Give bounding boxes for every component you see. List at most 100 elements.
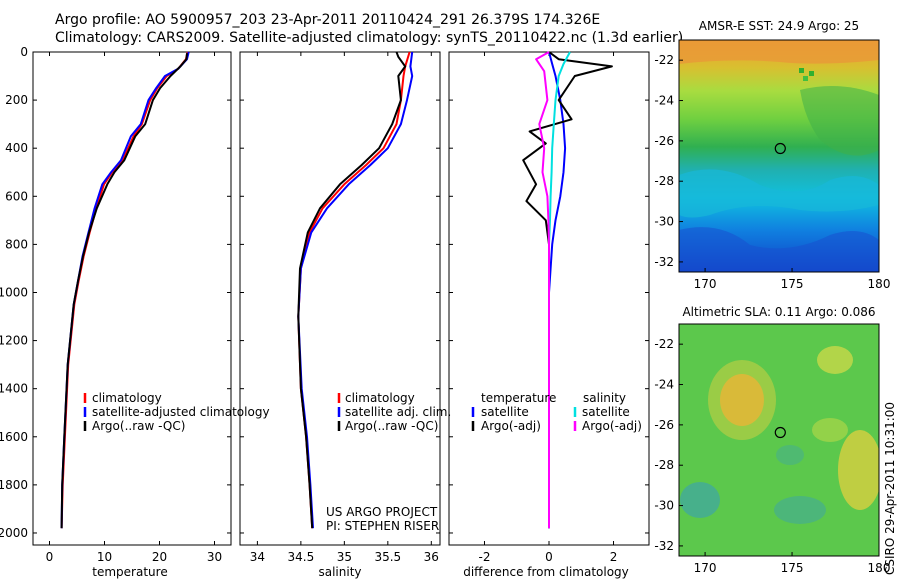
y-tick-label: 200 (5, 93, 28, 107)
temperature-series (60, 51, 190, 529)
lon-tick-label: 180 (868, 277, 891, 291)
x-tick-label: 36 (424, 550, 439, 564)
sla-high-halo (708, 360, 776, 440)
series-temperature-argo-adj (522, 51, 613, 529)
sla-low-patch (776, 445, 804, 465)
salinity-profile-panel: 34 34.5 35 35.5 36 salinity climatology sate… (239, 51, 451, 579)
lon-tick-label: 170 (694, 561, 717, 575)
legend-temperature-heading: temperature (481, 391, 556, 405)
series-climatology (60, 51, 189, 529)
legend-temp-satellite: satellite (481, 405, 529, 419)
lon-tick-label: 175 (781, 277, 804, 291)
x-tick-label: -2 (478, 550, 490, 564)
credit-project: US ARGO PROJECT (326, 505, 438, 519)
temperature-profile-panel: 0 200 400 600 800 1000 1200 1400 1600 1800 2000 0 10… (0, 45, 270, 579)
legend-salinity-heading: salinity (583, 391, 626, 405)
credit-pi: PI: STEPHEN RISER (326, 519, 439, 533)
difference-ticks: -2 0 2 (449, 51, 649, 564)
y-tick-label: 1800 (0, 478, 28, 492)
sst-map-frame (678, 39, 880, 273)
y-tick-label: 1000 (0, 285, 28, 299)
sst-warm-patch (679, 40, 879, 64)
sst-green-patch (800, 86, 879, 156)
legend-climatology: climatology (345, 391, 415, 405)
lat-tick-label: -30 (654, 215, 674, 229)
lat-tick-label: -22 (654, 53, 674, 67)
sla-heatmap (679, 324, 879, 556)
sla-rise-patch (812, 418, 848, 442)
lat-tick-label: -28 (654, 174, 674, 188)
sst-cool-patch (679, 227, 879, 272)
sst-cyan-band (679, 169, 879, 218)
legend-argo: Argo(..raw -QC) (92, 419, 185, 433)
legend-satellite-adj: satellite adj. clim. (345, 405, 451, 419)
sla-map-panel: Altimetric SLA: 0.11 Argo: 0.086 -22-24-… (654, 305, 890, 575)
lat-tick-label: -26 (654, 418, 674, 432)
lat-tick-label: -24 (654, 378, 674, 392)
salinity-axes-frame (239, 51, 441, 546)
sla-map-title: Altimetric SLA: 0.11 Argo: 0.086 (682, 305, 875, 319)
legend-argo: Argo(..raw -QC) (345, 419, 438, 433)
csiro-timestamp: CSIRO 29-Apr-2011 10:31:00 (883, 402, 897, 575)
series-salinity-argo-adj (535, 51, 550, 529)
sst-pixel (799, 68, 804, 73)
argo-location-marker (774, 426, 786, 439)
y-tick-label: 0 (20, 45, 28, 59)
sla-rise-patch (817, 346, 853, 374)
sst-heatmap (679, 40, 879, 272)
legend-satellite-adjusted: satellite-adjusted climatology (92, 405, 270, 419)
y-tick-label: 1200 (0, 334, 28, 348)
lat-tick-label: -26 (654, 134, 674, 148)
sla-map-ticks: -22 -24 -26 -28 -30 -32 170 175 180 (654, 337, 890, 575)
x-tick-label: 20 (152, 550, 167, 564)
y-tick-label: 400 (5, 141, 28, 155)
x-tick-label: 34.5 (288, 550, 315, 564)
sla-low-patch (774, 496, 826, 524)
x-tick-label: 35 (337, 550, 352, 564)
y-tick-label: 1600 (0, 430, 28, 444)
series-argo-raw-qc (60, 53, 188, 529)
x-tick-label: 30 (207, 550, 222, 564)
series-argo-raw-qc (297, 51, 407, 529)
sla-rise-patch (838, 430, 879, 510)
difference-series (522, 51, 613, 529)
x-tick-label: 34 (250, 550, 265, 564)
difference-xlabel: difference from climatology (463, 565, 629, 579)
figure-title-line2: Climatology: CARS2009. Satellite-adjuste… (55, 30, 683, 46)
x-tick-label: 35.5 (374, 550, 401, 564)
series-satellite-adjusted-climatology (60, 51, 190, 529)
legend-temp-argo: Argo(-adj) (481, 419, 541, 433)
legend-sal-argo: Argo(-adj) (582, 419, 642, 433)
legend-sal-satellite: satellite (582, 405, 630, 419)
y-tick-label: 800 (5, 237, 28, 251)
lat-tick-label: -32 (654, 539, 674, 553)
lon-tick-label: 180 (868, 561, 891, 575)
sst-map-ticks: -22 -24 -26 -28 -30 -32 170 175 180 (654, 53, 890, 291)
temperature-xlabel: temperature (92, 565, 167, 579)
sla-map-frame (678, 323, 880, 557)
lat-tick-label: -30 (654, 499, 674, 513)
figure-title-line1: Argo profile: AO 5900957_203 23-Apr-2011… (55, 12, 600, 28)
lat-tick-label: -28 (654, 458, 674, 472)
sst-map-panel: AMSR-E SST: 24.9 Argo: 25 -22 -24 -26 -28 -3… (654, 19, 890, 291)
salinity-series (297, 51, 414, 529)
sst-pixel (809, 71, 814, 76)
salinity-ticks: 34 34.5 35 35.5 36 (240, 51, 440, 564)
lat-tick-label: -24 (654, 94, 674, 108)
legend-climatology: climatology (92, 391, 162, 405)
y-tick-label: 2000 (0, 526, 28, 540)
lon-tick-label: 175 (781, 561, 804, 575)
temperature-axes-frame (32, 51, 232, 546)
sla-low-patch (680, 482, 720, 518)
sst-pixel (803, 76, 808, 81)
lat-tick-label: -22 (654, 337, 674, 351)
argo-location-marker (774, 142, 786, 155)
temperature-legend: climatology satellite-adjusted climatolo… (83, 391, 270, 433)
series-satellite-adj-clim (297, 51, 414, 529)
difference-profile-panel: -2 0 2 difference from climatology tempera… (448, 51, 650, 579)
salinity-xlabel: salinity (318, 565, 361, 579)
x-tick-label: 0 (46, 550, 54, 564)
x-tick-label: 2 (610, 550, 618, 564)
salinity-legend: climatology satellite adj. clim. Argo(..… (337, 391, 451, 433)
